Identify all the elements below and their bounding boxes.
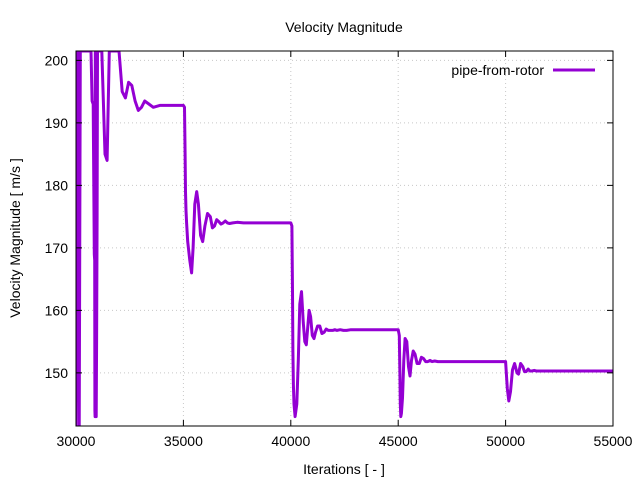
legend-label: pipe-from-rotor (451, 62, 544, 78)
x-tick-label: 35000 (164, 433, 203, 449)
x-axis-label: Iterations [ - ] (303, 461, 385, 477)
y-tick-label: 170 (45, 240, 69, 256)
plot-frame (75, 50, 614, 427)
x-tick-label: 45000 (379, 433, 418, 449)
y-tick-label: 200 (45, 52, 69, 68)
x-tick-label: 30000 (57, 433, 96, 449)
series-layer (76, 51, 613, 426)
y-tick-label: 150 (45, 365, 69, 381)
y-axis-label: Velocity Magnitude [ m/s ] (7, 158, 23, 318)
y-tick-label: 190 (45, 115, 69, 131)
x-axis: 30000 35000 40000 45000 50000 55000 (57, 51, 633, 449)
legend: pipe-from-rotor (451, 62, 595, 78)
y-tick-label: 180 (45, 177, 69, 193)
y-axis: 150 160 170 180 190 200 (45, 52, 613, 381)
x-tick-label: 55000 (594, 433, 633, 449)
x-tick-label: 50000 (486, 433, 525, 449)
series-line (76, 51, 613, 426)
chart-title: Velocity Magnitude (285, 19, 403, 35)
x-tick-label: 40000 (271, 433, 310, 449)
y-tick-label: 160 (45, 302, 69, 318)
